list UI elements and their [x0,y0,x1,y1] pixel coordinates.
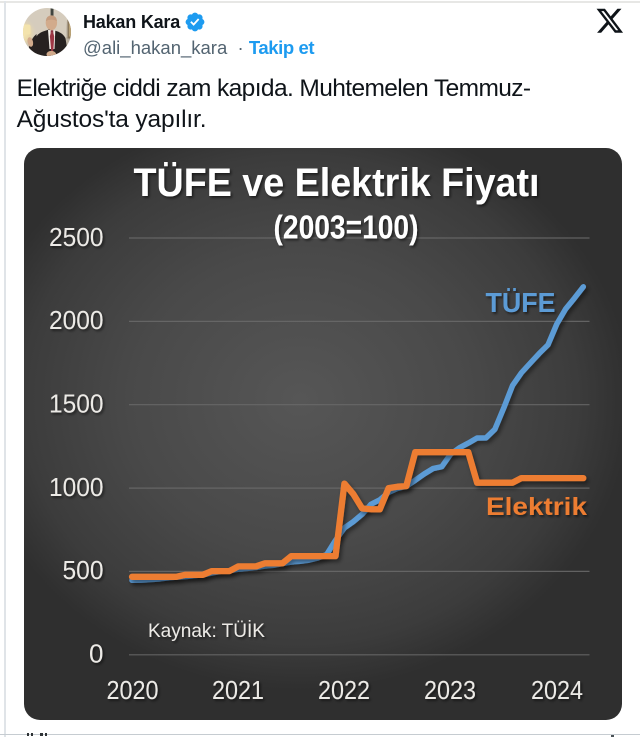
svg-text:0: 0 [89,639,103,669]
svg-text:2021: 2021 [212,675,264,705]
svg-text:2024: 2024 [531,675,583,705]
svg-text:1000: 1000 [49,472,104,502]
svg-text:2020: 2020 [107,675,159,705]
svg-text:500: 500 [63,555,104,585]
svg-text:2000: 2000 [49,305,104,335]
svg-text:TÜFE: TÜFE [486,287,556,318]
svg-text:2023: 2023 [424,675,476,705]
svg-text:(2003=100): (2003=100) [274,209,419,246]
svg-text:Elektrik: Elektrik [486,493,587,521]
svg-text:1500: 1500 [49,389,104,419]
svg-text:2022: 2022 [318,675,370,705]
svg-text:TÜFE ve Elektrik Fiyatı: TÜFE ve Elektrik Fiyatı [134,161,540,205]
svg-text:2500: 2500 [49,222,104,252]
svg-text:Kaynak: TÜİK: Kaynak: TÜİK [148,619,265,642]
